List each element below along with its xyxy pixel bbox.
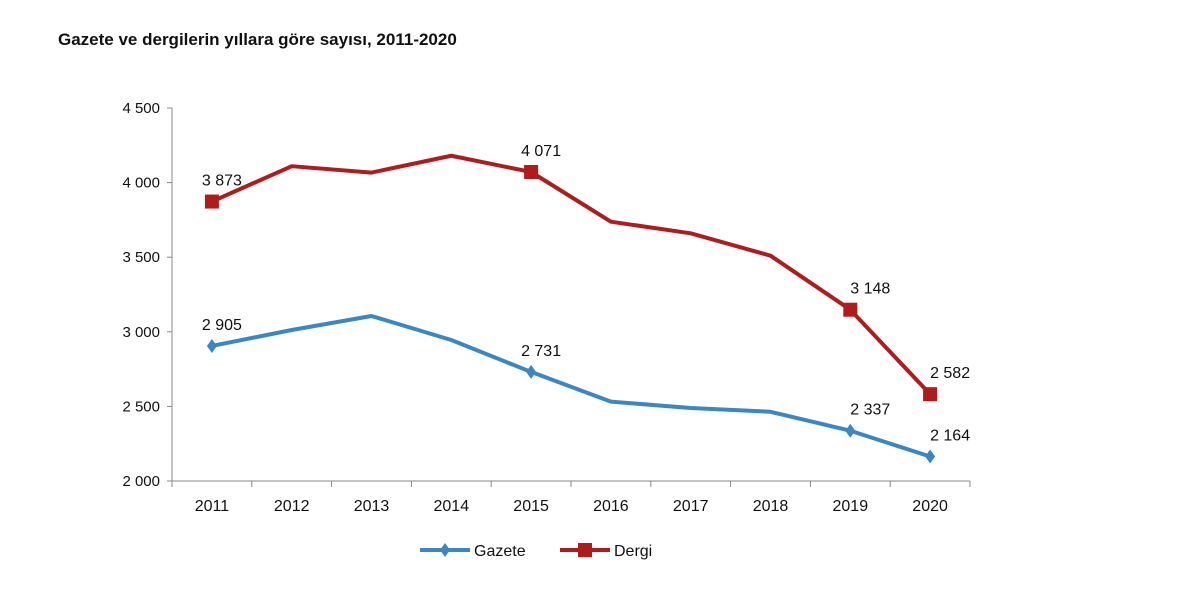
y-tick-label: 3 000 [122, 324, 160, 341]
data-point-marker [925, 449, 936, 464]
x-tick-label: 2016 [593, 498, 629, 515]
data-point-marker [845, 423, 856, 438]
y-tick-label: 2 500 [122, 398, 160, 415]
x-tick-label: 2019 [833, 498, 869, 515]
chart-title: Gazete ve dergilerin yıllara göre sayısı… [58, 30, 457, 49]
data-label: 3 148 [850, 281, 890, 298]
data-label: 4 071 [521, 143, 561, 160]
legend-label-dergi: Dergi [614, 543, 652, 560]
legend-label-gazete: Gazete [474, 543, 526, 560]
legend-marker-square [578, 543, 592, 557]
data-label: 2 905 [202, 317, 242, 334]
y-tick-label: 2 000 [122, 473, 160, 490]
data-label: 2 582 [930, 365, 970, 382]
x-tick-label: 2011 [195, 498, 230, 515]
x-tick-label: 2018 [753, 498, 789, 515]
data-point-marker [843, 302, 858, 317]
y-tick-label: 4 500 [122, 100, 160, 117]
data-label: 2 731 [521, 343, 561, 360]
data-label: 2 164 [930, 428, 970, 445]
data-label: 3 873 [202, 173, 242, 190]
x-tick-label: 2017 [673, 498, 709, 515]
x-tick-label: 2012 [274, 498, 310, 515]
y-tick-label: 4 000 [122, 175, 160, 192]
data-point-marker [204, 194, 219, 209]
series-line-gazete [211, 313, 931, 459]
y-tick-label: 3 500 [122, 249, 160, 266]
data-point-marker [524, 165, 539, 180]
series-line-dergi [211, 153, 932, 396]
x-tick-label: 2020 [912, 498, 948, 515]
x-tick-label: 2014 [434, 498, 470, 515]
legend-marker-diamond [440, 543, 450, 557]
data-label: 2 337 [850, 402, 890, 419]
data-point-marker [206, 338, 217, 353]
x-tick-label: 2015 [513, 498, 549, 515]
x-tick-label: 2013 [354, 498, 390, 515]
data-point-marker [526, 364, 537, 379]
data-point-marker [923, 387, 938, 402]
